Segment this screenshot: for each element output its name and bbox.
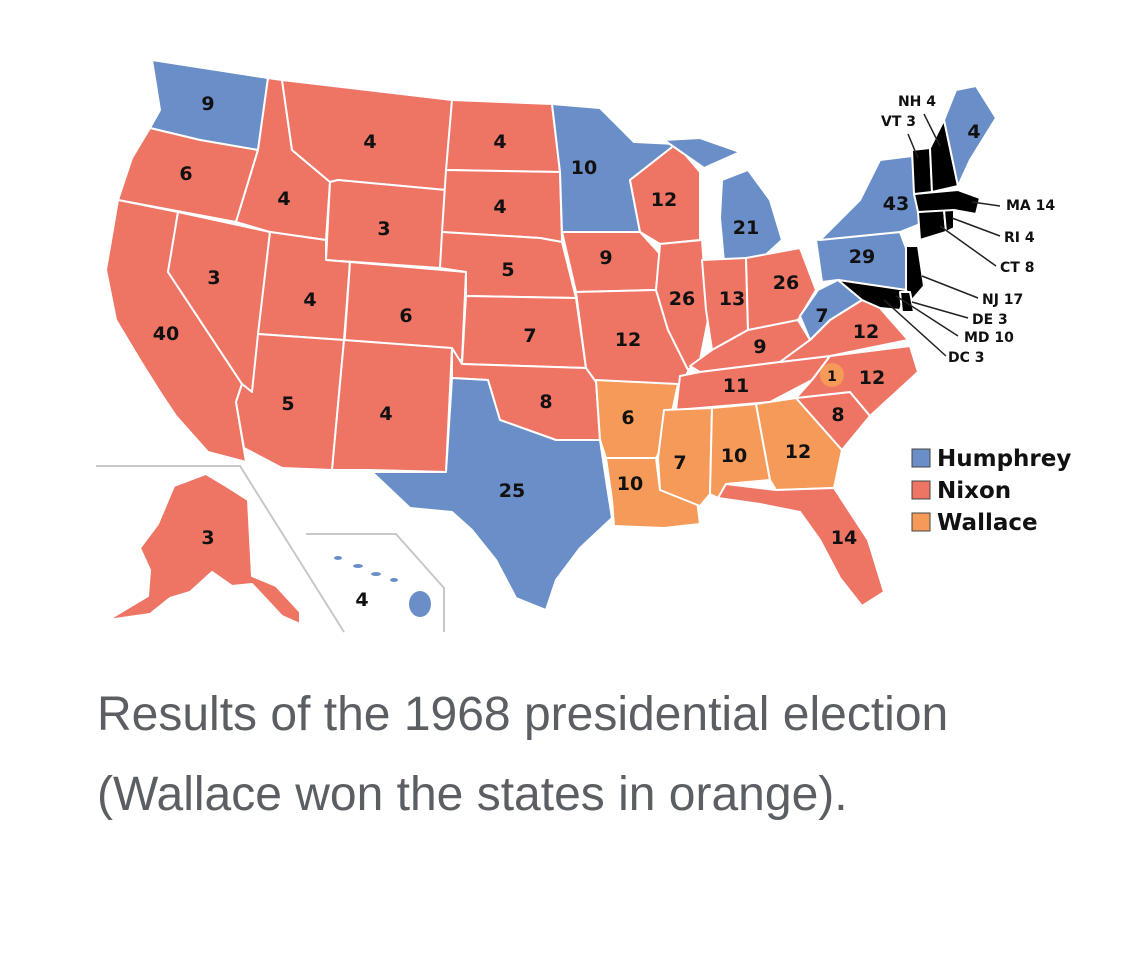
vote-label-HI: 4 — [355, 589, 368, 611]
callout-VT: VT 3 — [881, 114, 916, 130]
state-HI — [332, 554, 433, 619]
leader-line-DC — [883, 299, 947, 357]
vote-label-IA: 9 — [599, 247, 612, 269]
vote-label-ID: 4 — [277, 188, 290, 210]
vote-label-AZ: 5 — [281, 393, 294, 415]
vote-label-VA: 12 — [853, 321, 879, 343]
state-ME — [943, 85, 997, 187]
callout-MA: MA 14 — [1006, 198, 1055, 214]
leader-line-RI — [951, 217, 1001, 237]
vote-label-OH: 26 — [773, 272, 799, 294]
state-AK — [107, 473, 301, 625]
state-MD — [837, 279, 907, 311]
vote-label-MI: 21 — [733, 217, 759, 239]
vote-label-ME: 4 — [967, 121, 980, 143]
vote-label-NV: 3 — [207, 267, 220, 289]
leader-line-MA — [971, 201, 1001, 207]
vote-label-MT: 4 — [363, 131, 376, 153]
map-caption: Results of the 1968 presidential electio… — [97, 688, 949, 821]
vote-label-TN: 11 — [723, 375, 749, 397]
vote-label-TX: 25 — [499, 480, 525, 502]
vote-label-WI: 12 — [651, 189, 677, 211]
vote-label-NC: 12 — [859, 367, 885, 389]
legend-swatch-nixon — [911, 480, 931, 500]
vote-label-IL: 26 — [669, 288, 695, 310]
vote-label-OK: 8 — [539, 391, 552, 413]
vote-label-CO: 6 — [399, 305, 412, 327]
legend-swatch-wallace — [911, 512, 931, 532]
vote-label-MS: 7 — [673, 452, 686, 474]
state-MI — [719, 169, 783, 263]
state-FL — [717, 483, 885, 607]
vote-label-NE: 5 — [501, 259, 514, 281]
state-NC — [795, 345, 919, 417]
callout-DC: DC 3 — [948, 350, 985, 366]
leader-line-NJ — [921, 275, 979, 299]
vote-label-SD: 4 — [493, 196, 506, 218]
vote-label-PA: 29 — [849, 246, 875, 268]
callout-DE: DE 3 — [972, 312, 1008, 328]
faithless-elector-marker — [820, 363, 844, 387]
callout-MD: MD 10 — [964, 330, 1014, 346]
vote-label-WA: 9 — [201, 93, 214, 115]
state-CT — [917, 209, 947, 241]
hawaii-inset-frame — [306, 533, 445, 632]
callout-NJ: NJ 17 — [982, 292, 1023, 308]
state-MI-up — [663, 137, 741, 169]
vote-label-MN: 10 — [571, 157, 597, 179]
vote-label-SC: 8 — [831, 404, 844, 426]
callout-NH: NH 4 — [898, 94, 936, 110]
vote-label-KS: 7 — [523, 325, 536, 347]
state-VT — [911, 147, 933, 195]
electoral-map: 9 6 40 3 4 4 3 4 6 5 4 4 4 5 7 8 25 10 9… — [96, 59, 1071, 633]
vote-label-IN: 13 — [719, 288, 745, 310]
vote-label-NC-faithless: 1 — [827, 369, 837, 385]
vote-label-FL: 14 — [831, 527, 857, 549]
callout-RI: RI 4 — [1004, 230, 1035, 246]
vote-label-CA: 40 — [153, 323, 179, 345]
vote-label-AL: 10 — [721, 445, 747, 467]
vote-label-NM: 4 — [379, 403, 392, 425]
callout-CT: CT 8 — [1000, 260, 1034, 276]
vote-label-ND: 4 — [493, 131, 506, 153]
state-DE — [899, 291, 915, 313]
vote-label-KY: 9 — [753, 336, 766, 358]
leader-line-VT — [907, 133, 919, 159]
leader-line-NH — [923, 113, 941, 147]
legend-label-wallace: Wallace — [937, 510, 1038, 536]
vote-label-OR: 6 — [179, 163, 192, 185]
vote-label-MO: 12 — [615, 329, 641, 351]
leader-line-DE — [911, 301, 969, 319]
alaska-inset-frame — [96, 465, 345, 633]
vote-label-AR: 6 — [621, 407, 634, 429]
state-NJ — [905, 245, 925, 301]
state-MA — [913, 189, 981, 215]
vote-label-UT: 4 — [303, 289, 316, 311]
vote-label-NY: 43 — [883, 193, 909, 215]
legend: Humphrey Nixon Wallace — [911, 446, 1071, 536]
vote-label-WV: 7 — [815, 305, 828, 327]
vote-label-WY: 3 — [377, 218, 390, 240]
legend-label-nixon: Nixon — [937, 478, 1011, 504]
leader-line-MD — [895, 295, 959, 337]
state-RI — [943, 209, 955, 233]
state-LA — [605, 457, 701, 529]
vote-label-AK: 3 — [201, 527, 214, 549]
legend-swatch-humphrey — [911, 448, 931, 468]
state-TX — [371, 377, 613, 611]
leader-line-CT — [939, 225, 997, 267]
vote-label-LA: 10 — [617, 473, 643, 495]
vote-label-GA: 12 — [785, 441, 811, 463]
legend-label-humphrey: Humphrey — [937, 446, 1071, 472]
